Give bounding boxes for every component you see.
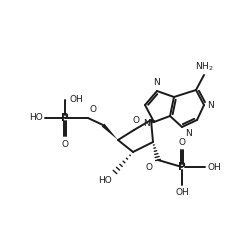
Text: HO: HO xyxy=(29,114,43,122)
Text: O: O xyxy=(62,140,68,149)
Text: N: N xyxy=(143,118,150,127)
Text: HO: HO xyxy=(98,176,112,185)
Text: O: O xyxy=(146,163,153,172)
Text: P: P xyxy=(178,162,186,172)
Text: OH: OH xyxy=(69,96,83,105)
Text: O: O xyxy=(132,116,140,125)
Polygon shape xyxy=(151,120,155,124)
Polygon shape xyxy=(102,124,118,140)
Text: N: N xyxy=(207,101,214,110)
Text: NH$_2$: NH$_2$ xyxy=(195,60,213,73)
Text: OH: OH xyxy=(175,188,189,197)
Text: OH: OH xyxy=(207,163,221,172)
Text: P: P xyxy=(61,113,69,123)
Text: N: N xyxy=(152,78,160,87)
Text: O: O xyxy=(178,138,186,147)
Text: O: O xyxy=(90,105,97,114)
Text: N: N xyxy=(185,129,192,138)
